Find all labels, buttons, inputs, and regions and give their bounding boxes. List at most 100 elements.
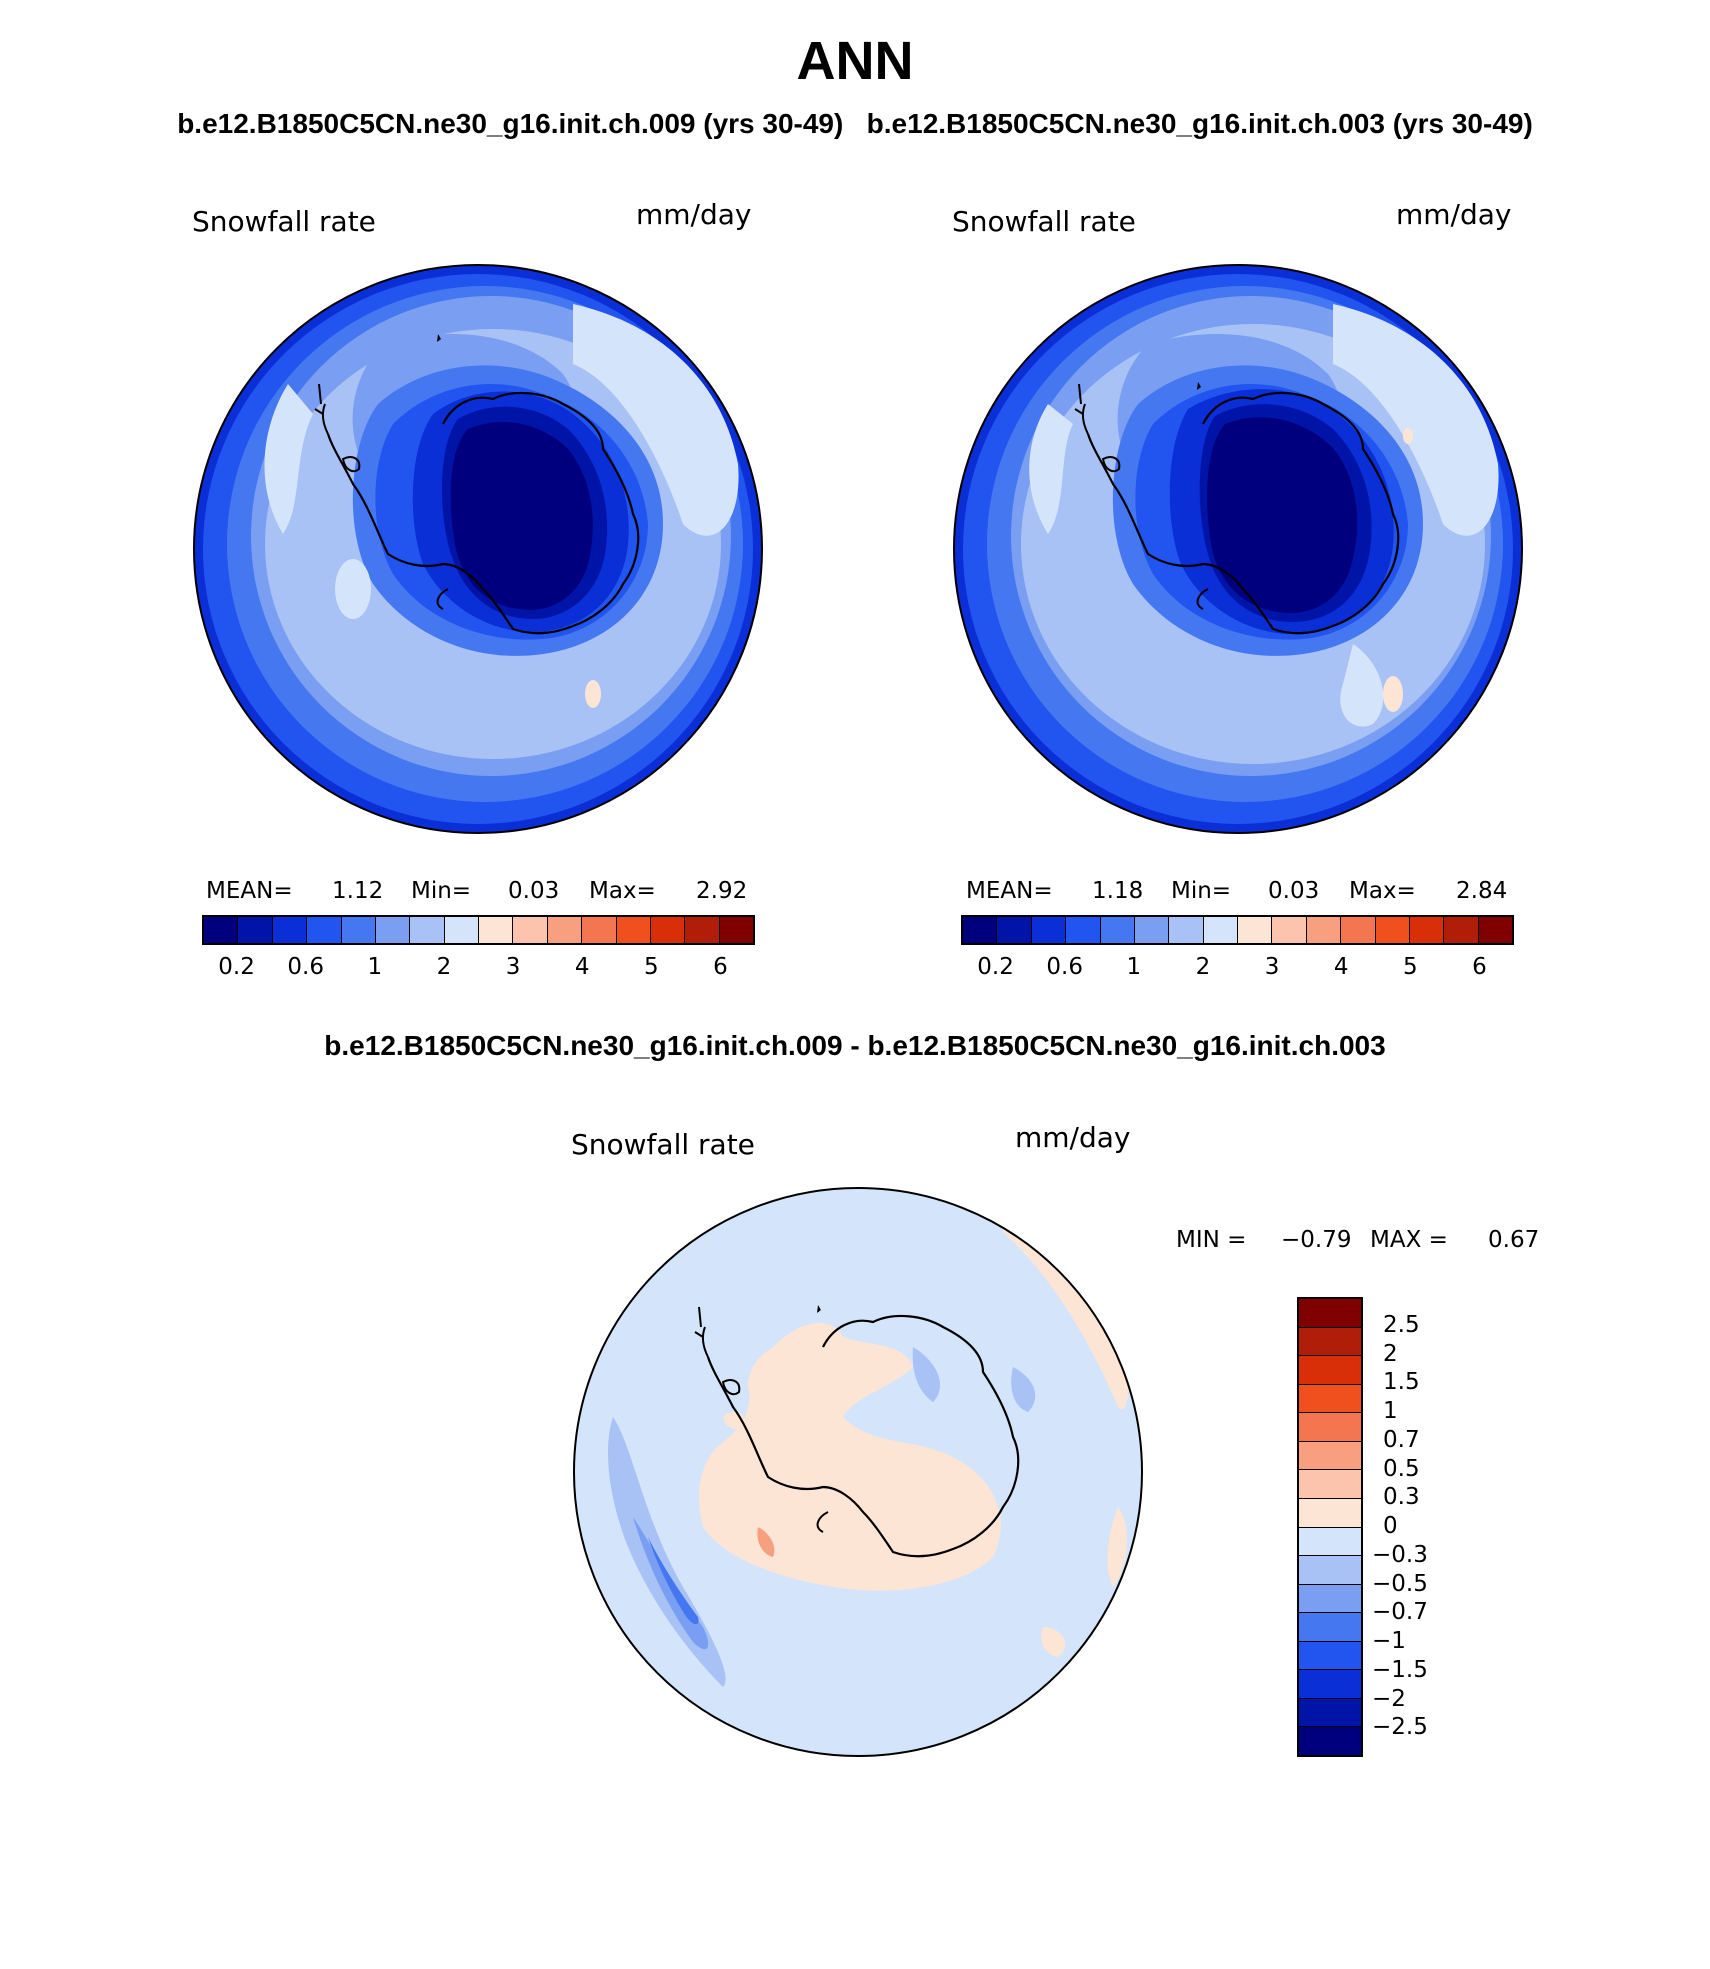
- colorbar-tick-label: 2.5: [1383, 1311, 1420, 1338]
- colorbar-tick-label: −0.3: [1372, 1541, 1428, 1568]
- colorbar-swatch: [1299, 1384, 1361, 1414]
- diff-min-value: −0.79: [1281, 1227, 1352, 1253]
- subtitle-row: b.e12.B1850C5CN.ne30_g16.init.ch.009 (yr…: [0, 108, 1710, 140]
- colorbar-swatch: [1341, 917, 1376, 943]
- colorbar-swatch: [341, 917, 376, 943]
- colorbar-swatch: [1299, 1413, 1361, 1442]
- left-mean-label: MEAN=: [206, 878, 293, 904]
- colorbar-swatch: [1100, 917, 1135, 943]
- diff-colorbar: [1297, 1297, 1363, 1757]
- colorbar-swatch: [1299, 1470, 1361, 1499]
- colorbar-tick-label: −0.7: [1372, 1599, 1428, 1626]
- colorbar-swatch: [616, 917, 651, 943]
- left-max-value: 2.92: [696, 878, 748, 904]
- colorbar-tick-label: 5: [643, 954, 659, 980]
- colorbar-tick-label: 0.2: [218, 954, 255, 980]
- colorbar-tick-label: 1: [1383, 1398, 1398, 1424]
- colorbar-swatch: [307, 917, 342, 943]
- colorbar-tick-label: 0.7: [1383, 1426, 1420, 1453]
- colorbar-tick-label: 1.5: [1383, 1369, 1420, 1396]
- colorbar-swatch: [1299, 1698, 1361, 1728]
- colorbar-tick-label: −2: [1372, 1685, 1406, 1712]
- left-variable-label: Snowfall rate: [192, 205, 376, 238]
- colorbar-swatch: [1299, 1670, 1361, 1699]
- colorbar-swatch: [650, 917, 686, 943]
- colorbar-tick-label: −2.5: [1372, 1714, 1428, 1741]
- colorbar-swatch: [513, 917, 548, 943]
- colorbar-tick-label: 0.6: [1046, 954, 1083, 980]
- right-colorbar: [961, 915, 1514, 945]
- main-title: ANN: [796, 31, 914, 91]
- colorbar-tick-label: 2: [1383, 1340, 1398, 1367]
- colorbar-tick-label: 1: [1126, 954, 1142, 980]
- right-mean-value: 1.18: [1092, 878, 1144, 904]
- colorbar-tick-label: 0.3: [1383, 1484, 1420, 1511]
- colorbar-swatch: [1299, 1441, 1361, 1471]
- right-max-label: Max=: [1349, 878, 1416, 904]
- left-max-label: Max=: [589, 878, 656, 904]
- colorbar-swatch: [410, 917, 445, 943]
- colorbar-tick-label: 0.5: [1383, 1455, 1420, 1482]
- colorbar-swatch: [1299, 1584, 1361, 1614]
- diff-min-label: MIN =: [1176, 1227, 1247, 1253]
- colorbar-swatch: [1169, 917, 1204, 943]
- left-colorbar: [202, 915, 755, 945]
- colorbar-tick-label: 2: [436, 954, 452, 980]
- colorbar-tick-label: 0.6: [287, 954, 324, 980]
- colorbar-tick-label: 2: [1195, 954, 1211, 980]
- right-min-label: Min=: [1171, 878, 1232, 904]
- colorbar-swatch: [1299, 1327, 1361, 1357]
- colorbar-swatch: [1444, 917, 1479, 943]
- diff-units-label: mm/day: [1015, 1121, 1131, 1154]
- diff-polar-map: [573, 1187, 1143, 1757]
- colorbar-swatch: [1299, 1299, 1361, 1328]
- diff-title: b.e12.B1850C5CN.ne30_g16.init.ch.009 - b…: [324, 1030, 1386, 1061]
- colorbar-tick-label: 5: [1402, 954, 1418, 980]
- colorbar-swatch: [1238, 917, 1273, 943]
- colorbar-swatch: [1031, 917, 1067, 943]
- colorbar-swatch: [1409, 917, 1445, 943]
- colorbar-swatch: [997, 917, 1032, 943]
- colorbar-tick-label: 0: [1383, 1513, 1398, 1539]
- colorbar-swatch: [1375, 917, 1410, 943]
- colorbar-tick-label: 6: [713, 954, 728, 980]
- colorbar-swatch: [1299, 1356, 1361, 1385]
- colorbar-tick-label: −1.5: [1372, 1656, 1428, 1683]
- right-min-value: 0.03: [1268, 878, 1320, 904]
- colorbar-swatch: [582, 917, 617, 943]
- right-polar-map: [953, 264, 1523, 834]
- colorbar-swatch: [204, 917, 239, 943]
- colorbar-swatch: [1066, 917, 1101, 943]
- colorbar-swatch: [1272, 917, 1307, 943]
- colorbar-swatch: [375, 917, 411, 943]
- colorbar-swatch: [1299, 1556, 1361, 1585]
- colorbar-swatch: [547, 917, 583, 943]
- colorbar-tick-label: 6: [1472, 954, 1487, 980]
- colorbar-swatch: [1299, 1613, 1361, 1642]
- right-variable-label: Snowfall rate: [952, 205, 1136, 238]
- colorbar-swatch: [1134, 917, 1170, 943]
- colorbar-tick-label: 3: [505, 954, 521, 980]
- left-min-label: Min=: [411, 878, 472, 904]
- colorbar-swatch: [1299, 1641, 1361, 1671]
- colorbar-tick-label: −1: [1372, 1628, 1406, 1654]
- colorbar-swatch: [1203, 917, 1238, 943]
- left-min-value: 0.03: [508, 878, 560, 904]
- left-mean-value: 1.12: [332, 878, 384, 904]
- right-max-value: 2.84: [1456, 878, 1508, 904]
- colorbar-tick-label: 4: [574, 954, 590, 980]
- colorbar-tick-label: 1: [367, 954, 383, 980]
- colorbar-tick-label: −0.5: [1372, 1570, 1428, 1597]
- colorbar-swatch: [963, 917, 998, 943]
- colorbar-swatch: [238, 917, 273, 943]
- diff-max-value: 0.67: [1488, 1227, 1540, 1253]
- diff-max-label: MAX =: [1370, 1227, 1448, 1253]
- colorbar-swatch: [272, 917, 308, 943]
- colorbar-swatch: [479, 917, 514, 943]
- colorbar-tick-label: 0.2: [977, 954, 1014, 980]
- colorbar-swatch: [1299, 1727, 1361, 1755]
- left-polar-map: [193, 264, 763, 834]
- right-units-label: mm/day: [1396, 198, 1512, 231]
- colorbar-swatch: [1478, 917, 1512, 943]
- colorbar-swatch: [719, 917, 753, 943]
